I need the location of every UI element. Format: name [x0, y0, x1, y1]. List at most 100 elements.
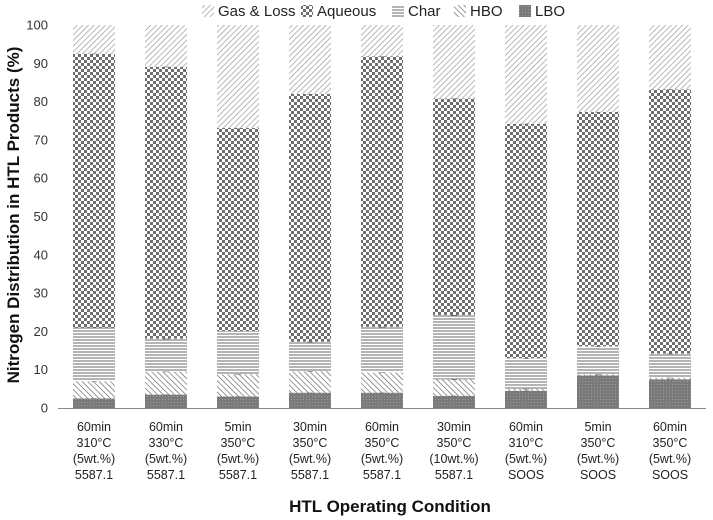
x-axis-title: HTL Operating Condition — [289, 497, 491, 516]
bar-segment-gas-loss — [217, 25, 259, 129]
bar-segment-char — [73, 327, 115, 382]
bar-segment-lbo — [361, 392, 403, 408]
legend-item: HBO — [454, 3, 503, 20]
x-tick-label: 310°C — [509, 436, 544, 450]
y-tick-label: 30 — [34, 286, 48, 301]
bar-segment-lbo — [433, 395, 475, 408]
bar-segment-aqueous — [505, 123, 547, 359]
legend-label: Aqueous — [317, 3, 376, 20]
x-tick-label: 350°C — [293, 436, 328, 450]
x-tick-label: 5587.1 — [363, 468, 401, 482]
bar-segment-char — [433, 314, 475, 380]
x-tick-label: 60min — [149, 420, 183, 434]
bar-segment-aqueous — [145, 66, 187, 339]
legend-item: LBO — [519, 3, 565, 20]
legend-swatch — [392, 5, 404, 17]
x-tick-label: 5587.1 — [219, 468, 257, 482]
bar-segment-char — [505, 358, 547, 389]
bar-segment-lbo — [649, 379, 691, 408]
bar-segment-char — [217, 331, 259, 375]
x-tick-label: 350°C — [221, 436, 256, 450]
bar-stack — [217, 25, 259, 408]
y-tick-label: 50 — [34, 209, 48, 224]
bar-segment-hbo — [577, 374, 619, 376]
legend-label: HBO — [470, 3, 503, 20]
legend-item: Gas & Loss — [202, 3, 296, 20]
bar-segment-gas-loss — [289, 25, 331, 94]
bar-segment-lbo — [289, 392, 331, 408]
y-axis: 0 10 20 30 40 50 60 70 80 90 100 — [26, 18, 48, 416]
y-axis-title: Nitrogen Distribution in HTL Products (%… — [4, 47, 23, 384]
bar-segment-hbo — [433, 379, 475, 396]
x-tick-label: 30min — [437, 420, 471, 434]
bar-segment-hbo — [649, 377, 691, 380]
bar-stack — [145, 25, 187, 408]
x-tick-label: (5wt.%) — [577, 452, 619, 466]
bar-segment-gas-loss — [433, 25, 475, 99]
x-tick-label: (5wt.%) — [649, 452, 691, 466]
bar-segment-aqueous — [289, 93, 331, 342]
x-tick-label: (5wt.%) — [361, 452, 403, 466]
y-tick-label: 40 — [34, 247, 48, 262]
bar-stack — [433, 25, 475, 408]
bar-segment-aqueous — [73, 53, 115, 328]
bar-segment-gas-loss — [145, 25, 187, 67]
bar-segment-hbo — [361, 372, 403, 393]
bar-segment-lbo — [217, 396, 259, 408]
x-tick-label: 330°C — [149, 436, 184, 450]
bars — [73, 25, 691, 408]
bar-segment-hbo — [145, 371, 187, 395]
bar-stack — [361, 25, 403, 408]
y-tick-label: 90 — [34, 56, 48, 71]
legend-swatch — [202, 5, 214, 17]
x-tick-label: 5587.1 — [435, 468, 473, 482]
bar-segment-gas-loss — [649, 25, 691, 90]
legend-label: LBO — [535, 3, 565, 20]
bar-segment-char — [649, 353, 691, 378]
bar-stack — [505, 25, 547, 408]
x-tick-label: (5wt.%) — [289, 452, 331, 466]
x-tick-label: 5587.1 — [75, 468, 113, 482]
x-tick-label: 350°C — [365, 436, 400, 450]
x-tick-label: 310°C — [77, 436, 112, 450]
bar-segment-lbo — [145, 394, 187, 408]
bar-segment-lbo — [505, 390, 547, 408]
x-axis: 60min 310°C (5wt.%) 5587.1 60min 330°C (5wt.%)… — [58, 408, 706, 482]
bar-stack — [577, 25, 619, 408]
x-tick-label: 5min — [584, 420, 611, 434]
y-tick-label: 10 — [34, 362, 48, 377]
y-tick-label: 60 — [34, 171, 48, 186]
legend-label: Gas & Loss — [218, 3, 296, 20]
bar-segment-char — [577, 346, 619, 375]
x-tick-label: 5587.1 — [147, 468, 185, 482]
bar-segment-gas-loss — [73, 25, 115, 54]
bar-segment-aqueous — [577, 111, 619, 347]
x-tick-label: (5wt.%) — [73, 452, 115, 466]
y-tick-label: 20 — [34, 324, 48, 339]
bar-segment-char — [361, 326, 403, 373]
bar-segment-hbo — [289, 371, 331, 393]
bar-segment-aqueous — [649, 89, 691, 354]
x-tick-label: 350°C — [653, 436, 688, 450]
x-tick-label: 60min — [77, 420, 111, 434]
legend-item: Aqueous — [301, 3, 376, 20]
x-tick-label: (5wt.%) — [217, 452, 259, 466]
bar-segment-char — [145, 338, 187, 372]
bar-segment-gas-loss — [361, 25, 403, 57]
bar-segment-hbo — [73, 381, 115, 399]
legend-swatch — [301, 5, 313, 17]
bar-stack — [289, 25, 331, 408]
x-tick-label: 5587.1 — [291, 468, 329, 482]
y-tick-label: 70 — [34, 132, 48, 147]
legend-item: Char — [392, 3, 441, 20]
y-tick-label: 0 — [41, 401, 48, 416]
bar-segment-hbo — [217, 374, 259, 397]
bar-segment-hbo — [505, 388, 547, 391]
bar-segment-lbo — [577, 375, 619, 408]
x-tick-label: (5wt.%) — [505, 452, 547, 466]
x-tick-label: 350°C — [437, 436, 472, 450]
x-tick-label: 30min — [293, 420, 327, 434]
bar-segment-char — [289, 341, 331, 372]
bar-segment-aqueous — [217, 128, 259, 332]
x-tick-label: SOOS — [580, 468, 616, 482]
